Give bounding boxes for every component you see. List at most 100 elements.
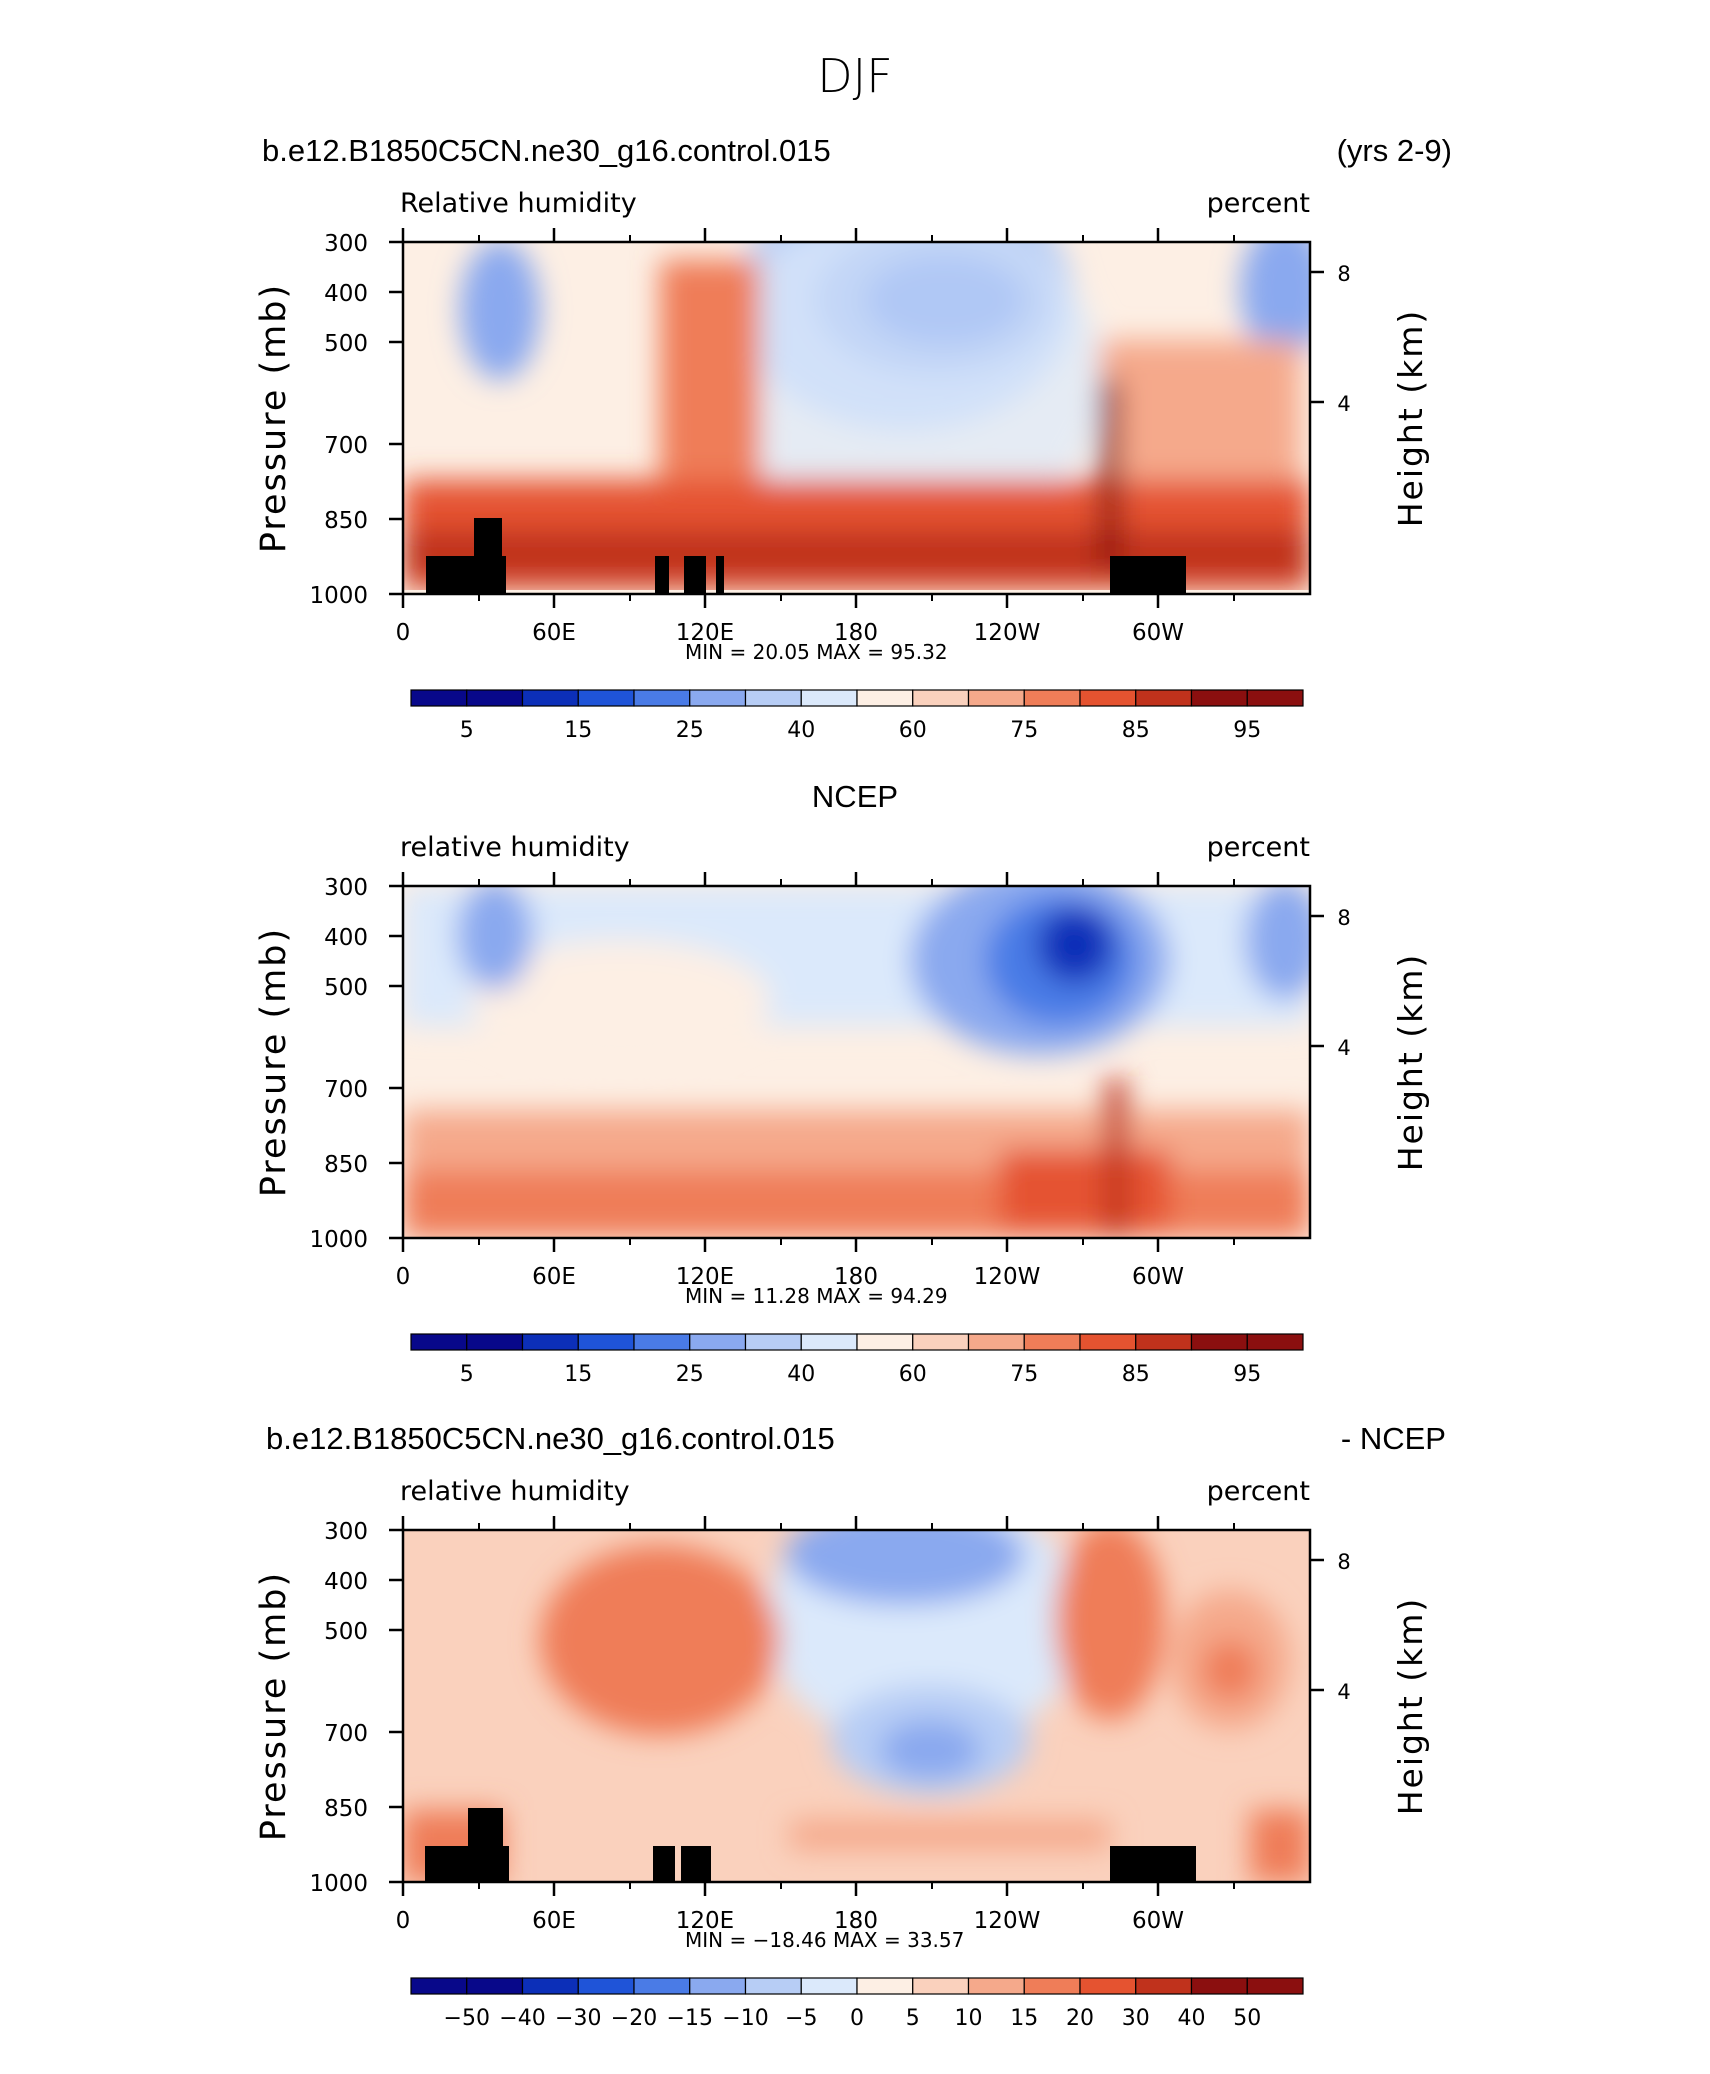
- colorbar-box: [521, 689, 579, 707]
- y-tick-label: 1000: [309, 1227, 368, 1253]
- y-axis-label: Pressure (mb): [254, 283, 294, 553]
- colorbar-label: 25: [676, 1362, 704, 1387]
- min-max-stats: MIN = 11.28 MAX = 94.29: [685, 1284, 948, 1308]
- moist-plume: [1105, 1080, 1127, 1238]
- colorbar-box: [744, 1977, 802, 1995]
- contour-field: [403, 886, 1310, 1238]
- boundary-layer: [403, 1170, 1310, 1238]
- y-tick-label: 700: [324, 1077, 368, 1103]
- x-tick-label: 60W: [1132, 620, 1184, 646]
- land-block: [1110, 556, 1186, 594]
- y-tick-label: 1000: [309, 583, 368, 609]
- colorbar-box: [967, 1333, 1025, 1351]
- colorbar-box: [1079, 689, 1137, 707]
- min-label: MIN =: [685, 640, 753, 664]
- y-tick-label: 850: [324, 1796, 368, 1822]
- colorbar-label: −5: [785, 2006, 817, 2031]
- colorbar-box: [410, 689, 468, 707]
- colorbar-label: 75: [1010, 1362, 1038, 1387]
- y-tick-label: 1000: [309, 1871, 368, 1897]
- colorbar-box: [410, 1977, 468, 1995]
- colorbar-label: −50: [444, 2006, 490, 2031]
- max-value: 94.29: [890, 1284, 947, 1308]
- min-max-stats: MIN = 20.05 MAX = 95.32: [685, 640, 948, 664]
- dry-center: [1037, 907, 1113, 983]
- colorbar-label: 50: [1233, 2006, 1261, 2031]
- y-tick-label: 500: [324, 1619, 368, 1645]
- colorbar-label: 15: [564, 1362, 592, 1387]
- contour-field: [403, 242, 1310, 594]
- colorbar-label: 85: [1122, 718, 1150, 743]
- land-block: [474, 518, 502, 558]
- land-block: [716, 556, 724, 594]
- colorbar-label: −20: [611, 2006, 657, 2031]
- land-block: [653, 1846, 675, 1882]
- colorbar-label: 85: [1122, 1362, 1150, 1387]
- colorbar-box: [1246, 1977, 1304, 1995]
- max-value: 33.57: [907, 1928, 964, 1952]
- colorbar-box: [466, 689, 524, 707]
- y-axis-label-right: Height (km): [1391, 309, 1430, 528]
- y-axis-label: Pressure (mb): [254, 927, 294, 1197]
- min-label: MIN =: [685, 1928, 753, 1952]
- y-axis-label-right: Height (km): [1391, 1597, 1430, 1816]
- x-tick-label: 180: [834, 1908, 878, 1934]
- colorbar-box: [1135, 1333, 1193, 1351]
- colorbar-box: [1135, 1977, 1193, 1995]
- colorbar-box: [967, 1977, 1025, 1995]
- x-tick-label: 120E: [676, 1908, 734, 1934]
- variable-label: relative humidity: [400, 1476, 630, 1507]
- x-tick-label: 0: [396, 1264, 411, 1290]
- y-tick-label: 300: [324, 231, 368, 257]
- land-block: [425, 1846, 509, 1882]
- colorbar-box: [856, 1333, 914, 1351]
- land-block: [684, 556, 706, 594]
- y-tick-label: 300: [324, 1519, 368, 1545]
- colorbar-label: −15: [667, 2006, 713, 2031]
- colorbar-box: [1023, 1977, 1081, 1995]
- positive-center-east: [1202, 1640, 1258, 1700]
- colorbar-box: [856, 689, 914, 707]
- dry-patch-west: [460, 242, 540, 380]
- colorbar-label: 30: [1122, 2006, 1150, 2031]
- y-tick-label: 700: [324, 433, 368, 459]
- max-label: MAX =: [816, 1284, 890, 1308]
- colorbar: 5 15 25 40 60 75 85 95: [410, 689, 1304, 743]
- colorbar-label: 75: [1010, 718, 1038, 743]
- y-axis-label-right: Height (km): [1391, 953, 1430, 1172]
- colorbar-box: [466, 1977, 524, 1995]
- colorbar-label: 95: [1233, 718, 1261, 743]
- colorbar-box: [521, 1977, 579, 1995]
- panel-difference: b.e12.B1850C5CN.ne30_g16.control.015 - N…: [254, 1421, 1446, 2031]
- land-block: [468, 1808, 503, 1848]
- moist-tongue: [470, 940, 770, 1060]
- colorbar-label: 60: [899, 718, 927, 743]
- colorbar-box: [1190, 689, 1248, 707]
- colorbar-box: [689, 689, 747, 707]
- colorbar-box: [633, 1977, 691, 1995]
- colorbar-label: 5: [460, 718, 474, 743]
- colorbar-box: [744, 1333, 802, 1351]
- height-tick-label: 4: [1337, 392, 1350, 416]
- x-tick-label: 60W: [1132, 1264, 1184, 1290]
- colorbar-box: [466, 1333, 524, 1351]
- colorbar-box: [1135, 689, 1193, 707]
- colorbar: 5 15 25 40 60 75 85 95: [410, 1333, 1304, 1387]
- moist-column: [660, 260, 760, 520]
- topography: [426, 518, 1186, 594]
- variable-label: relative humidity: [400, 832, 630, 863]
- axes: 300 400 500 700 850 1000 8 4 0 60E 120E 180 120W 60W P…: [254, 228, 1430, 664]
- height-tick-label: 8: [1337, 262, 1350, 286]
- x-tick-label: 0: [396, 620, 411, 646]
- colorbar-box: [1023, 689, 1081, 707]
- units-label: percent: [1207, 188, 1310, 219]
- moist-plume: [1100, 380, 1120, 570]
- colorbar-label: 40: [1178, 2006, 1206, 2031]
- colorbar-box: [577, 1977, 635, 1995]
- positive-region-west: [540, 1545, 780, 1735]
- colorbar-box: [1079, 1333, 1137, 1351]
- colorbar-label: −40: [499, 2006, 545, 2031]
- contour-field: [403, 1530, 1310, 1882]
- colorbar-box: [1246, 1333, 1304, 1351]
